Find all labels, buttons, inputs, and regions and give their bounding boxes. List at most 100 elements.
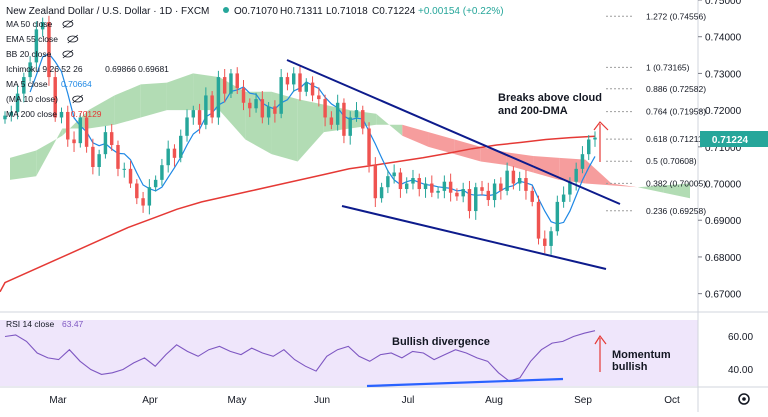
candle-body bbox=[486, 190, 491, 201]
candle-body bbox=[229, 73, 233, 94]
candle-body bbox=[97, 154, 101, 168]
fib-label: 0.618 (0.71211) bbox=[646, 134, 706, 144]
cloud-segment-bear bbox=[428, 132, 455, 155]
candle-body bbox=[291, 73, 296, 85]
upper-trendline[interactable] bbox=[286, 59, 621, 205]
time-axis-label: Aug bbox=[485, 395, 503, 406]
annotation-divergence: Bullish divergence bbox=[392, 336, 490, 348]
indicator-label[interactable]: Ichimoku 9 26 52 26 bbox=[6, 64, 83, 74]
eye-strike-icon bbox=[72, 94, 83, 104]
fib-label: 0.5 (0.70608) bbox=[646, 156, 697, 166]
candle-body bbox=[549, 231, 553, 246]
indicator-label[interactable]: MA 5 close bbox=[6, 79, 48, 89]
candle-body bbox=[436, 190, 440, 193]
indicator-value: 0.70664 bbox=[61, 79, 92, 89]
price-axis-label: 0.67000 bbox=[705, 290, 742, 301]
candle-body bbox=[335, 102, 340, 125]
candle-body bbox=[455, 192, 459, 197]
indicator-label[interactable]: MA 200 close bbox=[6, 109, 57, 119]
lower-trendline[interactable] bbox=[341, 205, 607, 270]
candle-body bbox=[586, 139, 591, 155]
candle-body bbox=[153, 179, 158, 188]
indicator-label[interactable]: EMA 55 close bbox=[6, 34, 58, 44]
candle-body bbox=[398, 172, 403, 190]
candle-body bbox=[179, 135, 183, 158]
candle-body bbox=[317, 95, 321, 100]
eye-icon[interactable] bbox=[62, 20, 74, 28]
cloud-segment-bear bbox=[454, 139, 481, 162]
candle-body bbox=[593, 137, 597, 140]
momentum-arrow-head bbox=[594, 334, 607, 345]
candle-body bbox=[511, 170, 516, 184]
fib-label: 0.764 (0.71958) bbox=[646, 107, 706, 117]
cloud-segment-bull bbox=[36, 128, 63, 177]
annotation-breaks-line1: Breaks above cloud bbox=[498, 92, 602, 104]
rsi-polyline bbox=[4, 330, 596, 382]
cloud-segment-bear bbox=[611, 183, 638, 188]
market-status-dot bbox=[223, 7, 229, 13]
candle-body bbox=[467, 189, 472, 212]
cloud-segment-bull bbox=[297, 99, 324, 162]
candle-body bbox=[72, 139, 76, 144]
time-axis-label: Mar bbox=[49, 395, 67, 406]
cloud-segment-bull bbox=[114, 84, 141, 125]
cloud-segment-bear bbox=[585, 159, 612, 186]
candle-body bbox=[530, 190, 534, 202]
candle-body bbox=[135, 183, 139, 199]
ma200-polyline bbox=[0, 135, 596, 293]
candle-body bbox=[147, 187, 152, 206]
candle-body bbox=[348, 117, 352, 136]
candle-body bbox=[404, 183, 409, 190]
rsi-band bbox=[0, 320, 698, 386]
candle-body bbox=[561, 194, 566, 202]
indicator-label[interactable]: MA 50 close bbox=[6, 19, 53, 29]
rsi-axis-60: 60.00 bbox=[728, 332, 753, 343]
candle-body bbox=[59, 111, 64, 118]
candle-body bbox=[411, 178, 415, 184]
candle-body bbox=[166, 148, 170, 166]
annotation-breaks-line2: and 200-DMA bbox=[498, 105, 568, 117]
rsi-label[interactable]: RSI 14 close bbox=[6, 319, 54, 329]
candle-body bbox=[185, 117, 189, 136]
time-axis-label: Jun bbox=[314, 395, 330, 406]
symbol-title[interactable]: New Zealand Dollar / U.S. Dollar · 1D · … bbox=[6, 6, 209, 17]
time-axis-label: Oct bbox=[664, 395, 680, 406]
cloud-segment-bull bbox=[166, 73, 194, 111]
indicator-legend: MA 50 close EMA 55 close BB 20 close Ichimo… bbox=[6, 19, 169, 119]
price-axis-label: 0.68000 bbox=[705, 253, 742, 264]
indicator-value: 0.69866 0.69681 bbox=[105, 64, 169, 74]
price-axis-label: 0.70000 bbox=[705, 180, 742, 191]
candles bbox=[3, 15, 597, 255]
eye-icon[interactable] bbox=[62, 50, 74, 58]
indicator-label[interactable]: BB 20 close bbox=[6, 49, 52, 59]
candle-body bbox=[285, 77, 290, 85]
annotation-momentum-line1: Momentum bbox=[612, 349, 671, 361]
candle-body bbox=[53, 77, 57, 118]
candle-body bbox=[423, 183, 428, 190]
settings-icon[interactable] bbox=[738, 393, 750, 405]
price-axis-label: 0.71000 bbox=[705, 143, 742, 154]
ma200-line bbox=[0, 135, 596, 293]
fib-label: 0.382 (0.70005) bbox=[646, 178, 706, 188]
candle-body bbox=[210, 95, 214, 118]
candle-body bbox=[279, 77, 283, 114]
time-axis-label: Apr bbox=[142, 395, 158, 406]
candle-body bbox=[172, 148, 177, 158]
candle-body bbox=[298, 73, 302, 92]
candle-body bbox=[543, 238, 547, 246]
candle-body bbox=[141, 198, 145, 206]
candle-body bbox=[417, 178, 421, 190]
candle-body bbox=[204, 95, 208, 125]
candle-body bbox=[517, 178, 522, 184]
candle-body bbox=[499, 183, 503, 191]
candle-body bbox=[580, 154, 585, 169]
rsi-axis-40: 40.00 bbox=[728, 365, 753, 376]
cloud-segment-bull bbox=[637, 185, 664, 193]
indicator-label[interactable]: (MA 10 close) bbox=[6, 94, 58, 104]
price-badge bbox=[700, 131, 768, 147]
eye-icon[interactable] bbox=[72, 95, 84, 103]
cloud-segment-bull bbox=[245, 91, 272, 155]
eye-icon[interactable] bbox=[67, 35, 79, 43]
candle-body bbox=[91, 146, 95, 168]
candle-body bbox=[103, 132, 108, 155]
